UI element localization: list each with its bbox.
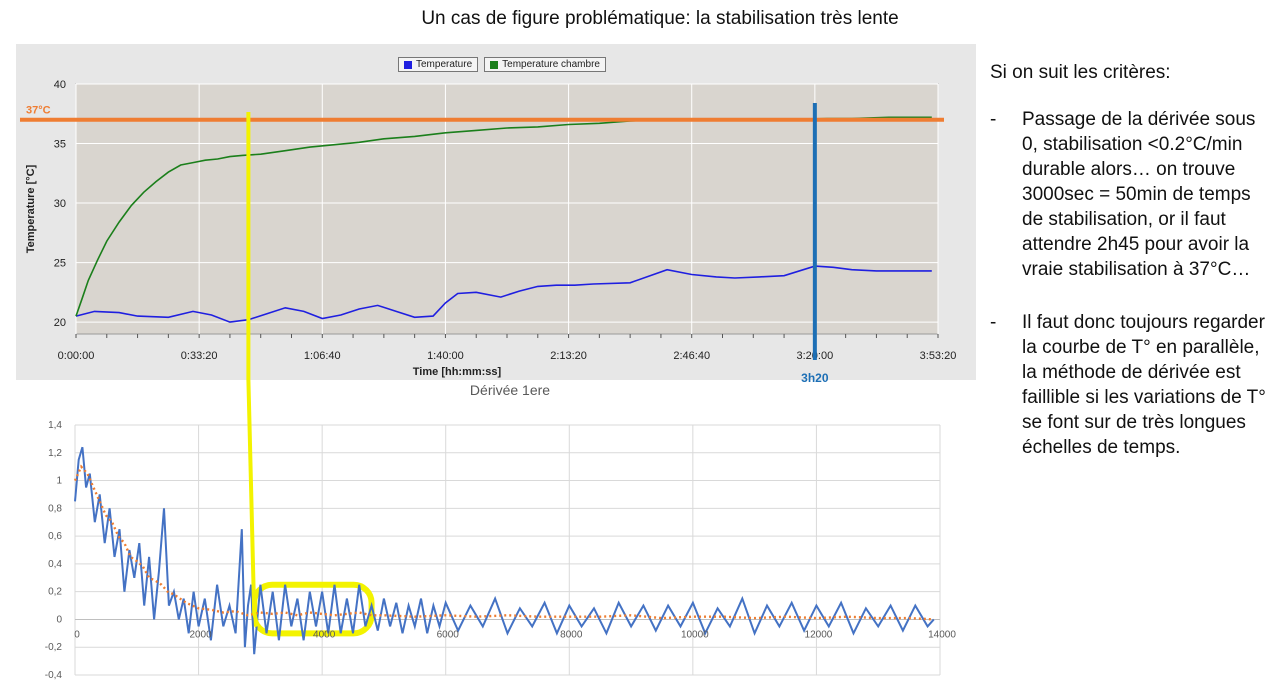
y-tick-label: 35 bbox=[54, 139, 66, 151]
x-tick-label: 10000 bbox=[681, 629, 709, 640]
legend-swatch-temperature bbox=[404, 60, 412, 69]
legend-label-temperature: Temperature bbox=[416, 59, 473, 70]
x-tick-label: 0:33:20 bbox=[181, 350, 218, 362]
x-tick-label: 2:46:40 bbox=[673, 350, 710, 362]
temperature-chart: 0:00:00 0:33:20 1:06:40 1:40:00 2:13:20 2:46:… bbox=[20, 79, 957, 385]
x-tick-label: 3:53:20 bbox=[920, 350, 957, 362]
bullet-dash: - bbox=[990, 312, 997, 333]
x-tick-label: 2:13:20 bbox=[550, 350, 587, 362]
y-tick-label: 25 bbox=[54, 258, 66, 270]
bullet-dash: - bbox=[990, 109, 997, 130]
criteria-bullet-1: - Passage de la dérivée sous 0, stabilis… bbox=[990, 107, 1275, 282]
bullet-text: Passage de la dérivée sous 0, stabilisat… bbox=[1022, 109, 1256, 280]
highlight-connector-line bbox=[246, 112, 260, 627]
criteria-panel: Si on suit les critères: - Passage de la… bbox=[990, 60, 1275, 488]
legend-label-temperature-chambre: Temperature chambre bbox=[502, 59, 600, 70]
y-tick-label: -0,2 bbox=[45, 642, 63, 653]
y-tick-label: 1,4 bbox=[48, 420, 62, 431]
temperature-chart-legend: Temperature Temperature chambre bbox=[398, 57, 606, 72]
derivee-chart-title: Dérivée 1ere bbox=[469, 382, 551, 398]
criteria-bullet-2: - Il faut donc toujours regarder la cour… bbox=[990, 310, 1275, 460]
criteria-intro: Si on suit les critères: bbox=[990, 62, 1171, 83]
series-line-temperature bbox=[75, 265, 932, 323]
y-tick-label: 0,2 bbox=[48, 587, 62, 598]
y-tick-label: 20 bbox=[54, 317, 66, 329]
y-tick-label: 1 bbox=[56, 476, 62, 487]
y-tick-label: 0,8 bbox=[48, 503, 62, 514]
y-tick-label: 1,2 bbox=[48, 448, 62, 459]
x-tick-label: 0:00:00 bbox=[58, 350, 95, 362]
legend-swatch-temperature-chambre bbox=[490, 60, 499, 69]
series-line-derivee bbox=[74, 446, 935, 655]
legend-item-temperature-chambre: Temperature chambre bbox=[484, 57, 606, 72]
y-tick-label: 0,4 bbox=[48, 559, 62, 570]
y-tick-label: 30 bbox=[54, 198, 66, 210]
x-tick-label: 2000 bbox=[189, 629, 212, 640]
plot-area bbox=[75, 83, 939, 335]
y-axis-title: Temperature [°C] bbox=[25, 164, 37, 253]
reference-line-label: 37°C bbox=[26, 105, 51, 117]
y-tick-label: 0,6 bbox=[48, 531, 62, 542]
x-axis-title: Time [hh:mm:ss] bbox=[413, 366, 502, 378]
slide-title: Un cas de figure problématique: la stabi… bbox=[421, 8, 899, 29]
legend-item-temperature: Temperature bbox=[398, 57, 479, 72]
marker-label-3h20: 3h20 bbox=[801, 371, 829, 385]
y-tick-label: -0,4 bbox=[45, 670, 63, 681]
series-line-derivee-moyenne bbox=[73, 464, 934, 621]
x-tick-label: 6000 bbox=[437, 629, 460, 640]
x-tick-label: 8000 bbox=[560, 629, 583, 640]
x-tick-label: 1:40:00 bbox=[427, 350, 464, 362]
bullet-text: Il faut donc toujours regarder la courbe… bbox=[1022, 312, 1266, 458]
y-tick-label: 0 bbox=[56, 614, 62, 625]
y-tick-label: 40 bbox=[54, 79, 66, 91]
derivee-chart: -0,4 -0,2 0 0,2 0,4 0,6 0,8 1 1,2 1,4 0 2000 4000 600… bbox=[45, 112, 956, 681]
x-tick-label: 12000 bbox=[805, 629, 833, 640]
x-tick-label: 4000 bbox=[313, 629, 336, 640]
x-tick-label: 1:06:40 bbox=[304, 350, 341, 362]
x-tick-label: 0 bbox=[74, 629, 80, 640]
x-tick-label: 14000 bbox=[928, 629, 956, 640]
